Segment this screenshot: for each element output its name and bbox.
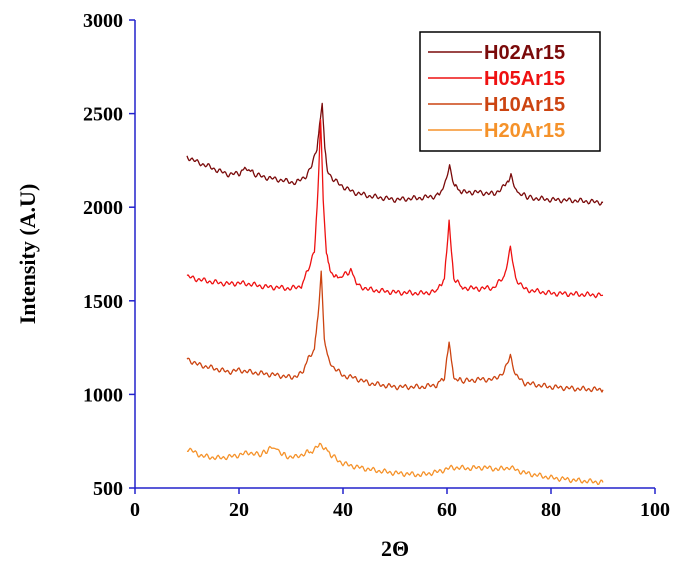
x-axis-title: 2Θ xyxy=(381,536,409,561)
x-tick-label: 80 xyxy=(541,499,561,521)
y-tick-label: 2000 xyxy=(83,197,123,219)
legend: H02Ar15 H05Ar15 H10Ar15 H20Ar15 xyxy=(419,31,601,152)
legend-label: H20Ar15 xyxy=(484,120,565,142)
y-ticks: 500 1000 1500 2000 2500 3000 xyxy=(83,10,135,500)
y-tick-label: 2500 xyxy=(83,104,123,126)
series-line-h05ar15 xyxy=(186,119,604,299)
series-line-h10ar15 xyxy=(186,270,604,393)
legend-label: H05Ar15 xyxy=(484,68,565,90)
legend-label: H10Ar15 xyxy=(484,94,565,116)
series-line-h02ar15 xyxy=(186,102,604,206)
series-line-h20ar15 xyxy=(186,442,604,486)
y-tick-label: 500 xyxy=(93,478,123,500)
y-axis-title: Intensity (A.U) xyxy=(15,184,40,325)
x-ticks: 0 20 40 60 80 100 xyxy=(130,488,670,521)
x-tick-label: 40 xyxy=(333,499,353,521)
x-tick-label: 20 xyxy=(229,499,249,521)
y-tick-label: 1500 xyxy=(83,291,123,313)
legend-label: H02Ar15 xyxy=(484,42,565,64)
x-tick-label: 100 xyxy=(640,499,670,521)
y-tick-label: 1000 xyxy=(83,384,123,406)
plot-area xyxy=(186,102,604,486)
x-tick-label: 60 xyxy=(437,499,457,521)
y-tick-label: 3000 xyxy=(83,10,123,32)
x-tick-label: 0 xyxy=(130,499,140,521)
